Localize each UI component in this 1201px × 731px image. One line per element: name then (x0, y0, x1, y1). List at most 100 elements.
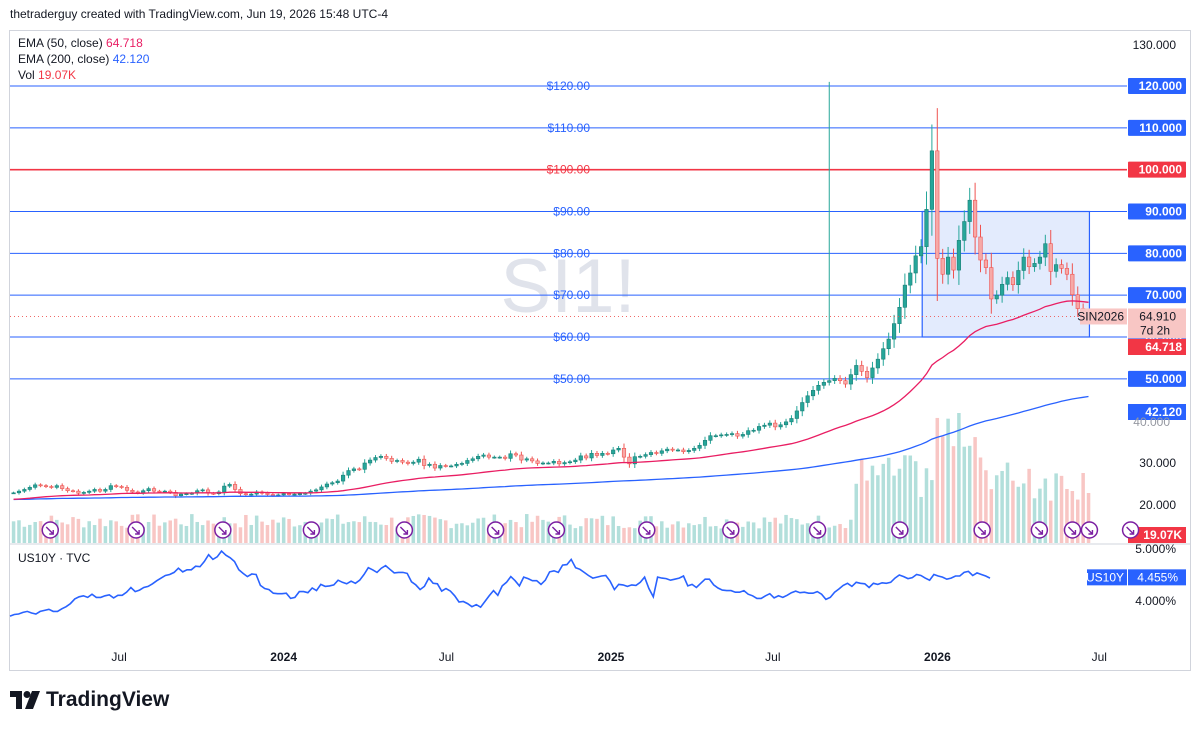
volume-bar (168, 520, 172, 543)
candle-body (540, 462, 546, 465)
legend-volume[interactable]: Vol 19.07K (18, 67, 149, 83)
volume-bar (951, 446, 956, 543)
volume-bar (184, 525, 189, 543)
event-marker-icon (486, 521, 505, 539)
candle-body (843, 380, 848, 385)
us10y-symbol-badge-text: US10Y (1086, 570, 1124, 584)
volume-bar (276, 522, 281, 543)
candle-body (227, 484, 232, 487)
us10y-legend[interactable]: US10Y · TVC (18, 551, 91, 565)
candle-body (621, 447, 627, 458)
volume-bar (373, 522, 378, 543)
volume-bar (368, 521, 372, 543)
event-marker-arrow-icon (218, 526, 227, 535)
event-marker-arrow-icon (726, 526, 735, 535)
candle-body (729, 433, 735, 435)
candle-body (697, 445, 702, 449)
tradingview-logo[interactable]: TradingView (10, 688, 169, 712)
candle-body (1032, 263, 1037, 268)
candle-body (43, 485, 49, 487)
candle-body (65, 488, 70, 492)
time-axis-label: 2024 (270, 650, 297, 664)
volume-bar (654, 526, 659, 543)
legend-ema50[interactable]: EMA (50, close) 64.718 (18, 35, 149, 51)
candle-body (973, 199, 978, 238)
volume-bar (827, 527, 832, 543)
price-axis-tick: 20.000 (1139, 498, 1176, 512)
volume-bar (125, 527, 129, 543)
volume-bar (1011, 480, 1015, 543)
volume-bar (254, 515, 259, 543)
candle-body (459, 463, 464, 465)
volume-bar (173, 518, 178, 543)
candle-body (567, 461, 573, 464)
candle-body (611, 449, 616, 455)
ema200-axis-badge-text: 42.120 (1145, 405, 1182, 419)
time-axis-label: Jul (111, 650, 126, 664)
candle-body (476, 455, 481, 460)
volume-bar (476, 518, 480, 543)
candle-body (108, 485, 113, 490)
event-marker-arrow-icon (813, 526, 822, 535)
candle-body (530, 458, 535, 462)
symbol-badge-text: SIN2026 (1077, 309, 1124, 323)
candle-body (848, 374, 853, 385)
volume-bar (584, 518, 588, 543)
bar-countdown: 7d 2h (1140, 323, 1170, 337)
candle-body (702, 440, 708, 446)
candle-body (719, 434, 724, 437)
candle-body (222, 485, 227, 493)
volume-bar (611, 516, 615, 543)
price-level-label: $70.00 (553, 288, 590, 302)
volume-bar (163, 522, 167, 543)
candle-body (184, 493, 189, 495)
candle-body (368, 459, 373, 464)
event-marker-arrow-icon (399, 526, 409, 535)
event-marker-arrow-icon (1034, 526, 1044, 535)
candle-body (416, 458, 421, 463)
candle-body (870, 367, 875, 378)
legend-ema200[interactable]: EMA (200, close) 42.120 (18, 51, 149, 67)
candle-body (627, 456, 632, 465)
candle-body (1016, 270, 1021, 286)
price-axis-tick: 30.000 (1139, 456, 1176, 470)
time-axis-label: 2026 (924, 650, 951, 664)
volume-bar (481, 517, 486, 543)
axis-level-badge (1128, 119, 1186, 136)
volume-bar (76, 518, 81, 543)
volume-bar (265, 525, 270, 543)
candle-body (97, 489, 103, 492)
volume-bar (681, 527, 686, 543)
volume-bar (298, 525, 302, 543)
candle-body (713, 435, 718, 438)
volume-bar (1059, 475, 1064, 543)
legend-ema200-label: EMA (200, close) (18, 52, 110, 66)
price-level-label: $100.00 (547, 163, 591, 177)
volume-bar (697, 524, 702, 543)
volume-bar (470, 522, 475, 543)
candle-body (1048, 243, 1053, 272)
candle-body (22, 489, 27, 492)
price-level-label: $90.00 (553, 205, 590, 219)
candle-body (357, 468, 362, 471)
volume-bar (346, 522, 351, 543)
candle-body (503, 456, 508, 459)
candle-body (962, 221, 967, 241)
candle-body (789, 418, 794, 423)
volume-bar (449, 528, 453, 543)
volume-bar (633, 528, 637, 543)
candle-body (92, 489, 97, 492)
candle-body (816, 384, 821, 391)
candle-body (292, 493, 297, 496)
volume-bar (589, 518, 594, 543)
volume-bar (427, 515, 432, 543)
candle-body (232, 484, 238, 490)
candle-body (60, 485, 65, 489)
us10y-value-badge (1128, 569, 1186, 586)
candle-body (378, 455, 383, 458)
candle-body (838, 378, 843, 381)
candle-body (654, 452, 659, 454)
axis-level-badge-text: 70.000 (1145, 288, 1182, 302)
chart-frame (9, 30, 1191, 671)
